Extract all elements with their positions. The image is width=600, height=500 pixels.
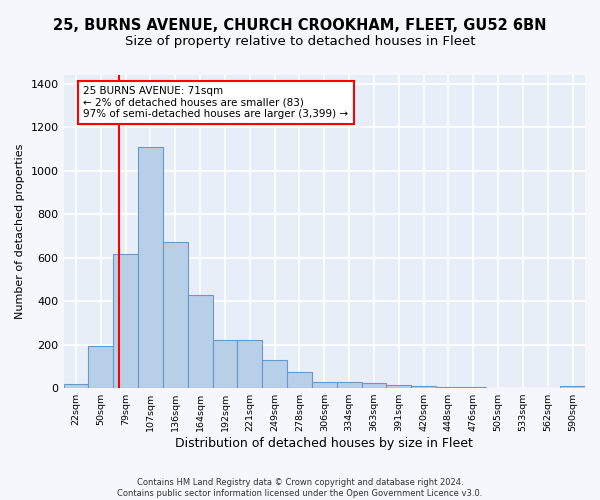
Text: 25 BURNS AVENUE: 71sqm
← 2% of detached houses are smaller (83)
97% of semi-deta: 25 BURNS AVENUE: 71sqm ← 2% of detached … — [83, 86, 349, 119]
X-axis label: Distribution of detached houses by size in Fleet: Distribution of detached houses by size … — [175, 437, 473, 450]
Bar — [312, 382, 337, 388]
Bar — [436, 387, 461, 388]
Bar — [138, 146, 163, 388]
Bar — [188, 294, 212, 388]
Bar — [212, 340, 238, 388]
Text: Size of property relative to detached houses in Fleet: Size of property relative to detached ho… — [125, 35, 475, 48]
Text: 25, BURNS AVENUE, CHURCH CROOKHAM, FLEET, GU52 6BN: 25, BURNS AVENUE, CHURCH CROOKHAM, FLEET… — [53, 18, 547, 32]
Bar — [64, 384, 88, 388]
Bar — [560, 386, 585, 388]
Bar — [113, 254, 138, 388]
Bar — [287, 372, 312, 388]
Text: Contains HM Land Registry data © Crown copyright and database right 2024.
Contai: Contains HM Land Registry data © Crown c… — [118, 478, 482, 498]
Bar — [88, 346, 113, 388]
Bar — [386, 385, 411, 388]
Bar — [362, 382, 386, 388]
Bar — [411, 386, 436, 388]
Bar — [461, 387, 485, 388]
Y-axis label: Number of detached properties: Number of detached properties — [15, 144, 25, 319]
Bar — [337, 382, 362, 388]
Bar — [262, 360, 287, 388]
Bar — [163, 242, 188, 388]
Bar — [238, 340, 262, 388]
